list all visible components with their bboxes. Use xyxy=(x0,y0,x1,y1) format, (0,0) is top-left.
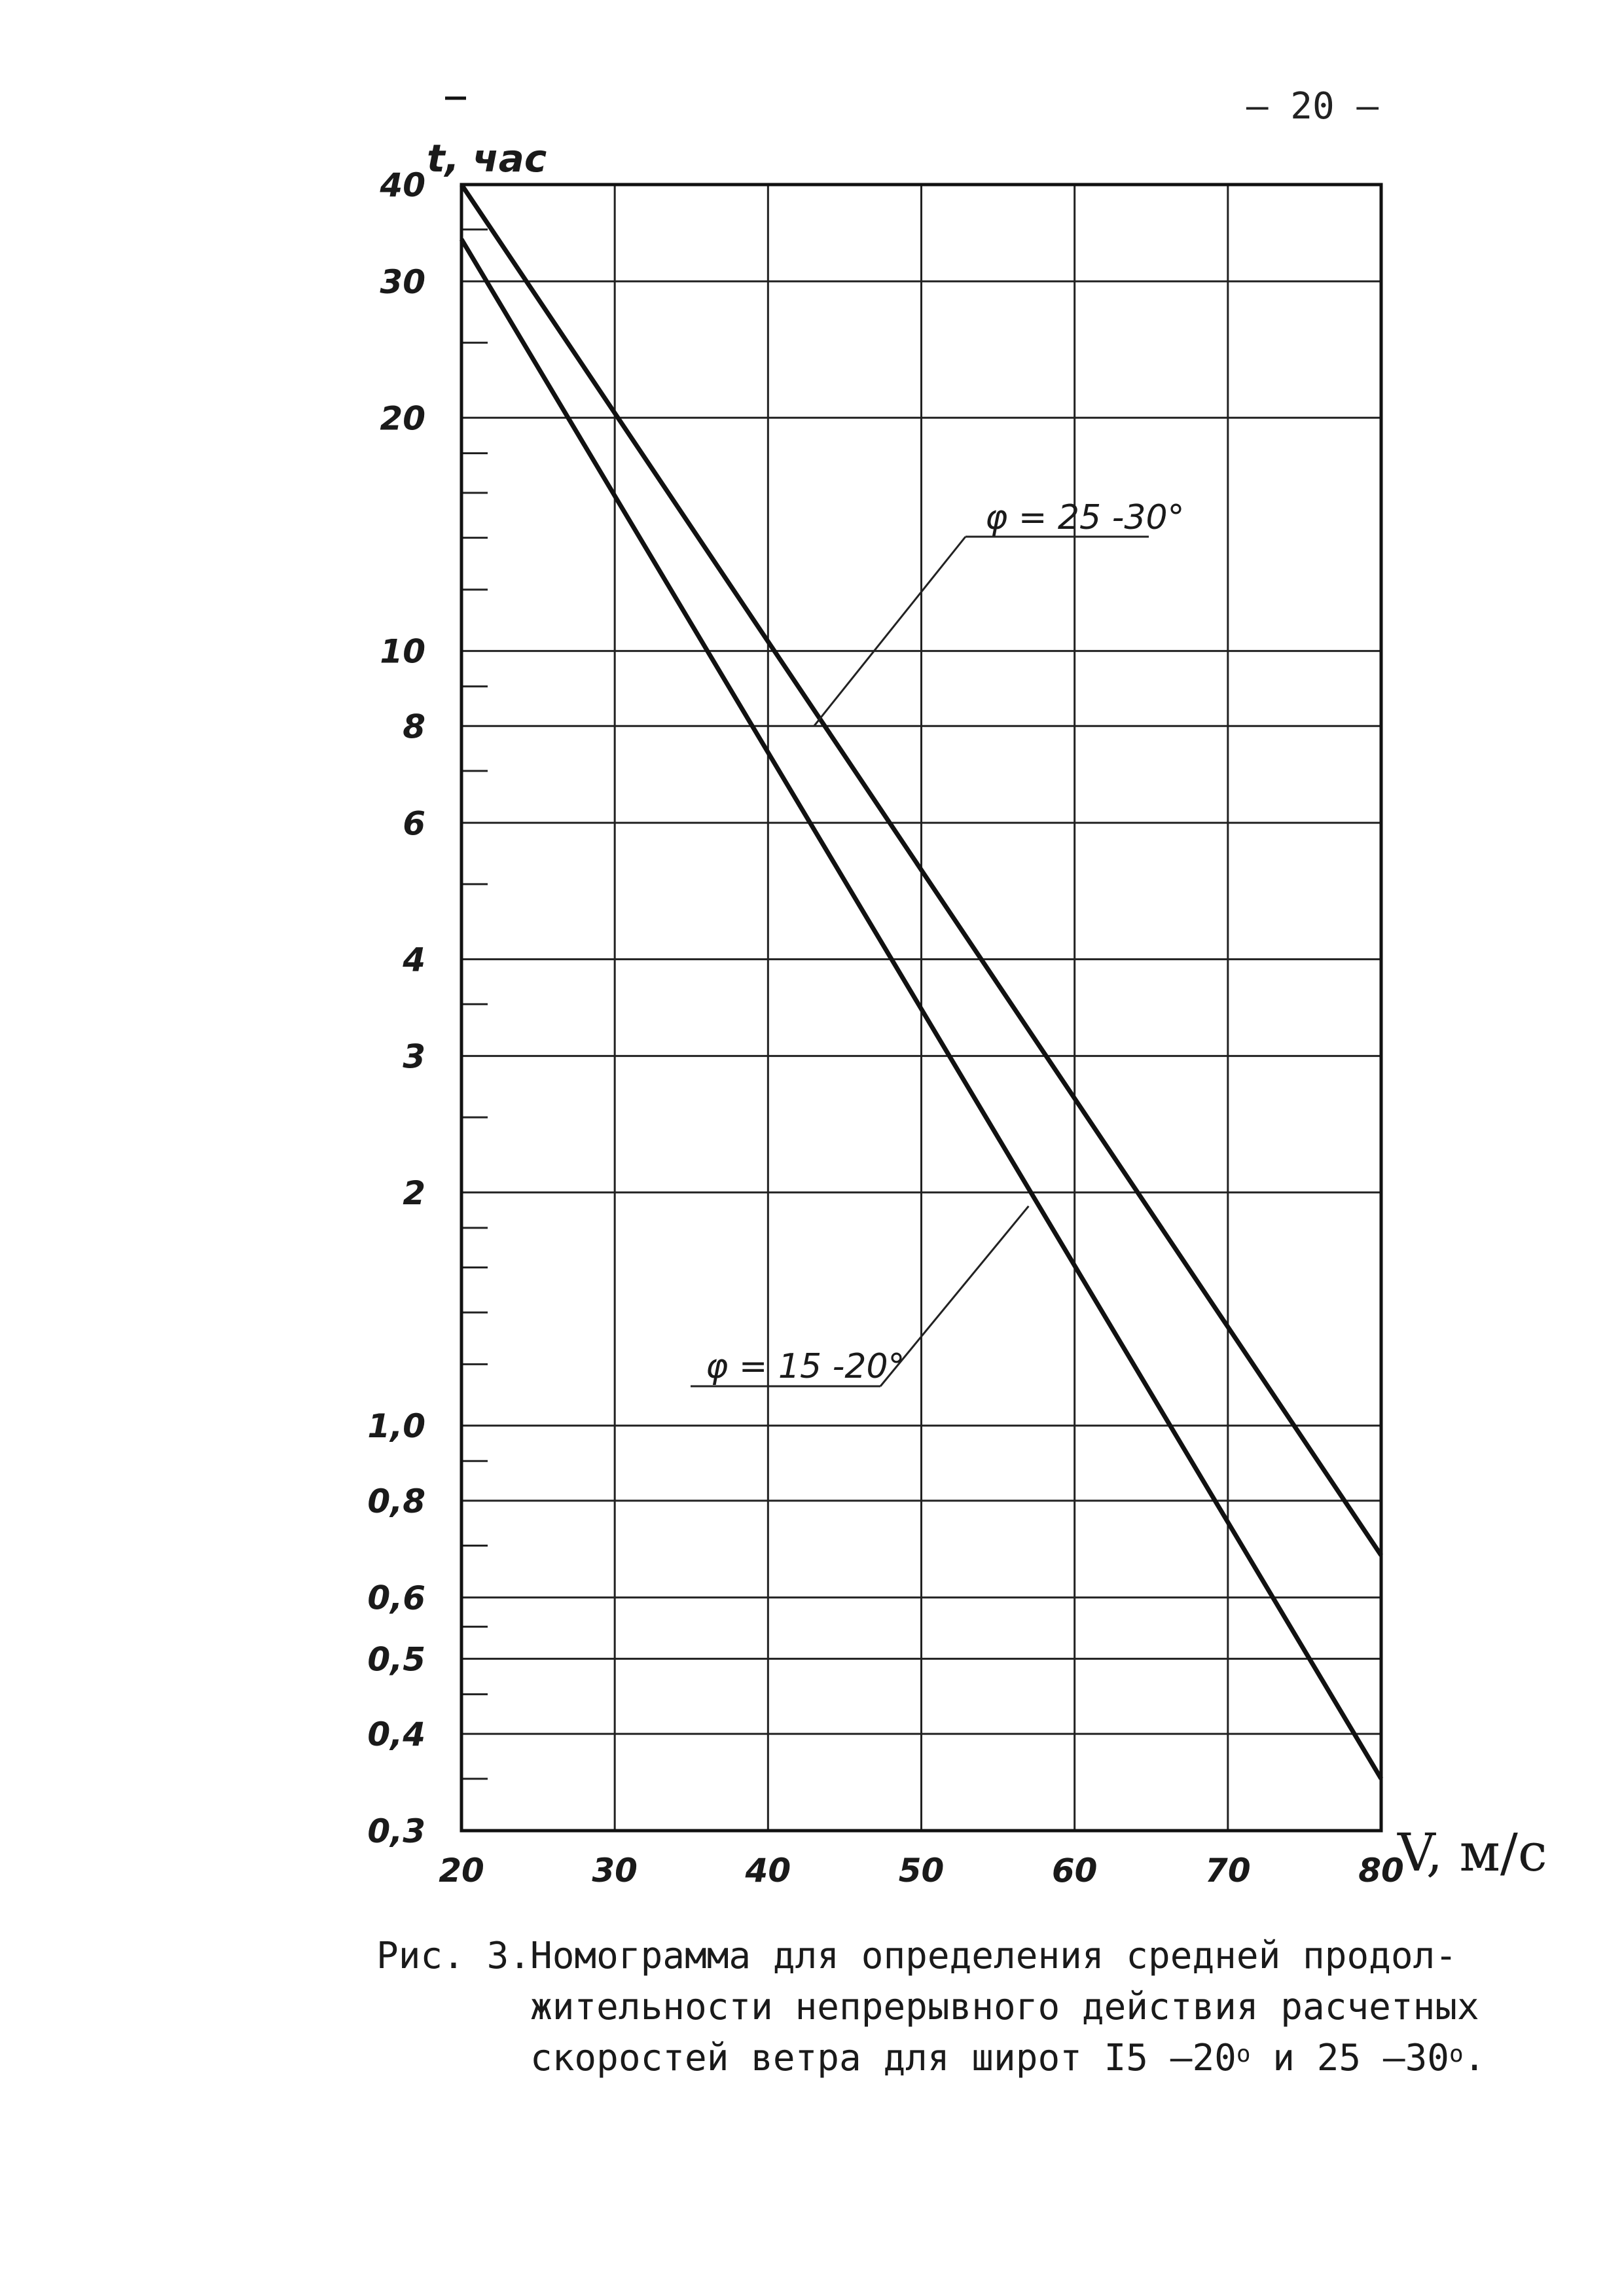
series-lines xyxy=(459,183,1384,1780)
y-tick-label-4: 4 xyxy=(402,941,425,979)
minor-ticks xyxy=(461,228,488,1780)
annotation-leader-2 xyxy=(879,1205,1030,1387)
y-tick-label-1: 1,0 xyxy=(367,1407,425,1445)
degree-sup-2: o xyxy=(1449,2041,1464,2068)
y-axis-title-text: t, час xyxy=(427,136,547,181)
y-tick-label-40: 40 xyxy=(379,166,425,204)
x-tick-labels: 20 30 40 50 60 70 80 xyxy=(439,1852,1404,1890)
x-tick-label-60: 60 xyxy=(1052,1852,1098,1890)
series-line-2 xyxy=(459,238,1384,1780)
annotations: φ = 25 -30° φ = 15 -20° xyxy=(691,498,1185,1388)
x-tick-label-70: 70 xyxy=(1205,1852,1251,1890)
caption-line-1: Рис. 3.Номограмма для определения средне… xyxy=(376,1931,1489,1982)
x-tick-label-30: 30 xyxy=(592,1852,638,1890)
y-tick-label-0-6: 0,6 xyxy=(367,1579,425,1617)
plot-frame xyxy=(460,183,1383,1833)
caption-line-2: жительности непрерывного действия расчет… xyxy=(530,1986,1479,2028)
caption-line-3-part-3: . xyxy=(1463,2037,1486,2079)
x-tick-label-20: 20 xyxy=(439,1852,484,1890)
y-tick-label-20: 20 xyxy=(380,399,425,437)
y-tick-label-0-5: 0,5 xyxy=(367,1640,425,1678)
series-line-1 xyxy=(460,183,1383,1557)
annotation-label-2: φ = 15 -20° xyxy=(706,1347,905,1386)
y-tick-label-0-8: 0,8 xyxy=(367,1482,425,1520)
degree-sup-1: o xyxy=(1236,2041,1251,2068)
caption-line-3: скоростей ветра для широт I5 –20o и 25 –… xyxy=(376,2033,1489,2084)
caption-line-3-part-1: скоростей ветра для широт I5 –20 xyxy=(530,2037,1236,2079)
y-tick-label-2: 2 xyxy=(403,1174,425,1212)
caption-prefix: Рис. 3. xyxy=(376,1935,532,1977)
caption-line-3-part-2: и 25 –30 xyxy=(1250,2037,1449,2079)
y-tick-label-10: 10 xyxy=(380,633,425,671)
x-axis-title-text: V, м/с xyxy=(1397,1822,1547,1883)
y-tick-label-8: 8 xyxy=(403,708,425,745)
y-tick-label-0-3: 0,3 xyxy=(367,1812,425,1850)
x-tick-label-50: 50 xyxy=(899,1852,945,1890)
page-number: – 20 – xyxy=(1246,85,1379,128)
annotation-label-1: φ = 25 -30° xyxy=(985,498,1185,537)
y-axis-title: t, час xyxy=(427,96,547,181)
x-tick-label-80: 80 xyxy=(1358,1852,1404,1890)
y-tick-label-0-4: 0,4 xyxy=(367,1715,425,1753)
caption-text-1: Номограмма для определения средней продо… xyxy=(530,1935,1458,1977)
y-tick-labels: 0,3 0,4 0,5 0,6 0,8 1,0 2 3 4 6 8 10 20 30 40 xyxy=(367,166,425,1850)
annotation-leader-1 xyxy=(813,536,967,727)
x-tick-label-40: 40 xyxy=(745,1852,791,1890)
y-tick-label-3: 3 xyxy=(403,1037,425,1075)
figure-caption: Рис. 3.Номограмма для определения средне… xyxy=(376,1931,1489,2084)
y-tick-label-6: 6 xyxy=(403,804,425,842)
y-tick-label-30: 30 xyxy=(380,263,425,301)
